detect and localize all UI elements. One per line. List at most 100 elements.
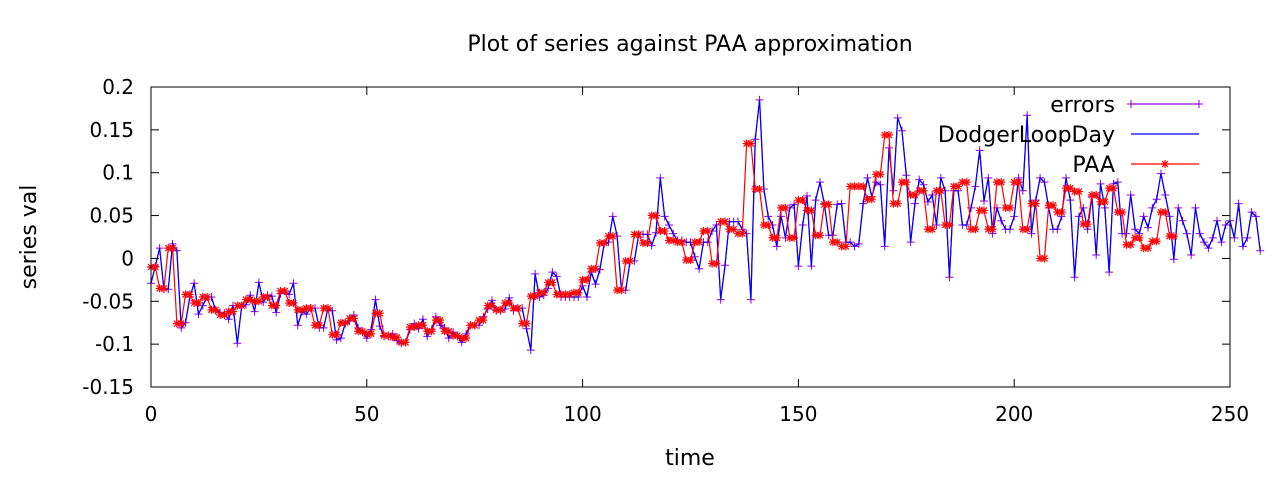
data-point — [850, 182, 859, 191]
data-point — [854, 182, 863, 191]
data-point — [492, 305, 501, 314]
data-point — [591, 264, 600, 273]
data-point — [910, 191, 919, 199]
data-point — [332, 330, 341, 339]
data-point — [302, 304, 311, 313]
data-point — [414, 321, 423, 330]
data-point — [695, 238, 704, 247]
data-point — [975, 206, 984, 215]
data-point — [708, 259, 717, 268]
data-point — [772, 233, 781, 242]
data-point — [1070, 187, 1079, 196]
data-point — [699, 227, 708, 235]
data-point — [941, 221, 950, 229]
data-point — [742, 139, 751, 148]
data-point — [410, 323, 419, 331]
data-point — [574, 288, 583, 297]
data-point — [828, 238, 837, 247]
data-point — [738, 229, 747, 238]
data-point — [293, 305, 302, 314]
data-point — [867, 195, 876, 204]
data-point — [1057, 208, 1066, 217]
data-point — [755, 185, 764, 193]
data-point — [254, 297, 263, 306]
data-point — [595, 239, 604, 247]
data-point — [241, 295, 250, 304]
data-point — [656, 227, 665, 235]
data-point — [449, 331, 458, 340]
data-point — [690, 238, 699, 247]
data-point — [298, 305, 307, 314]
data-point — [1135, 233, 1144, 242]
data-point — [841, 242, 850, 251]
data-point — [902, 178, 911, 187]
data-point — [185, 290, 194, 299]
data-point — [207, 305, 216, 314]
data-point — [621, 257, 630, 265]
data-point — [997, 178, 1006, 187]
data-point — [427, 327, 436, 336]
data-point — [984, 225, 993, 234]
data-point — [880, 131, 889, 139]
data-point — [811, 231, 820, 240]
data-point — [328, 330, 337, 339]
data-point — [466, 321, 475, 330]
data-point — [1118, 208, 1127, 217]
data-point — [759, 221, 768, 229]
data-point — [315, 321, 324, 330]
data-point — [289, 299, 298, 307]
data-point — [790, 233, 799, 242]
data-point — [565, 290, 574, 299]
data-point — [703, 227, 712, 235]
data-point — [785, 233, 794, 242]
y-tick-label: -0.1 — [95, 332, 134, 356]
data-point — [794, 196, 803, 205]
data-point — [397, 338, 406, 347]
data-point — [1122, 240, 1131, 249]
data-point — [863, 195, 872, 204]
data-point — [181, 290, 190, 299]
data-point — [436, 316, 445, 325]
data-point — [673, 238, 682, 247]
legend-marker — [1195, 100, 1203, 108]
data-point — [224, 307, 233, 316]
data-point — [1023, 225, 1032, 234]
data-point — [1049, 201, 1058, 210]
data-point — [263, 293, 272, 301]
data-point — [306, 304, 315, 313]
data-point — [837, 242, 846, 251]
data-point — [820, 200, 829, 209]
x-tick-label: 200 — [995, 402, 1033, 426]
data-point — [1148, 237, 1157, 246]
data-point — [1100, 197, 1109, 206]
data-point — [280, 287, 289, 295]
data-point — [194, 299, 203, 307]
data-point — [341, 318, 350, 327]
data-point — [500, 299, 509, 307]
data-point — [651, 211, 660, 220]
data-point — [798, 196, 807, 205]
data-point — [777, 203, 786, 212]
data-point — [1156, 208, 1165, 217]
data-point — [544, 278, 553, 287]
data-point — [936, 186, 945, 195]
data-point — [1126, 240, 1135, 249]
data-point — [768, 233, 777, 242]
data-point — [453, 331, 462, 340]
data-point — [229, 307, 238, 316]
data-point — [1152, 237, 1161, 246]
data-point — [237, 301, 246, 310]
data-point — [276, 287, 285, 295]
data-point — [1087, 191, 1096, 199]
data-point — [1061, 184, 1070, 193]
data-point — [846, 182, 855, 191]
legend: errors DodgerLoopDay PAA — [938, 93, 1203, 178]
data-point — [1036, 254, 1045, 263]
data-point — [1040, 254, 1049, 263]
data-point — [496, 305, 505, 314]
data-point — [733, 229, 742, 238]
data-point — [509, 304, 518, 313]
data-point — [475, 316, 484, 325]
data-point — [945, 221, 954, 229]
